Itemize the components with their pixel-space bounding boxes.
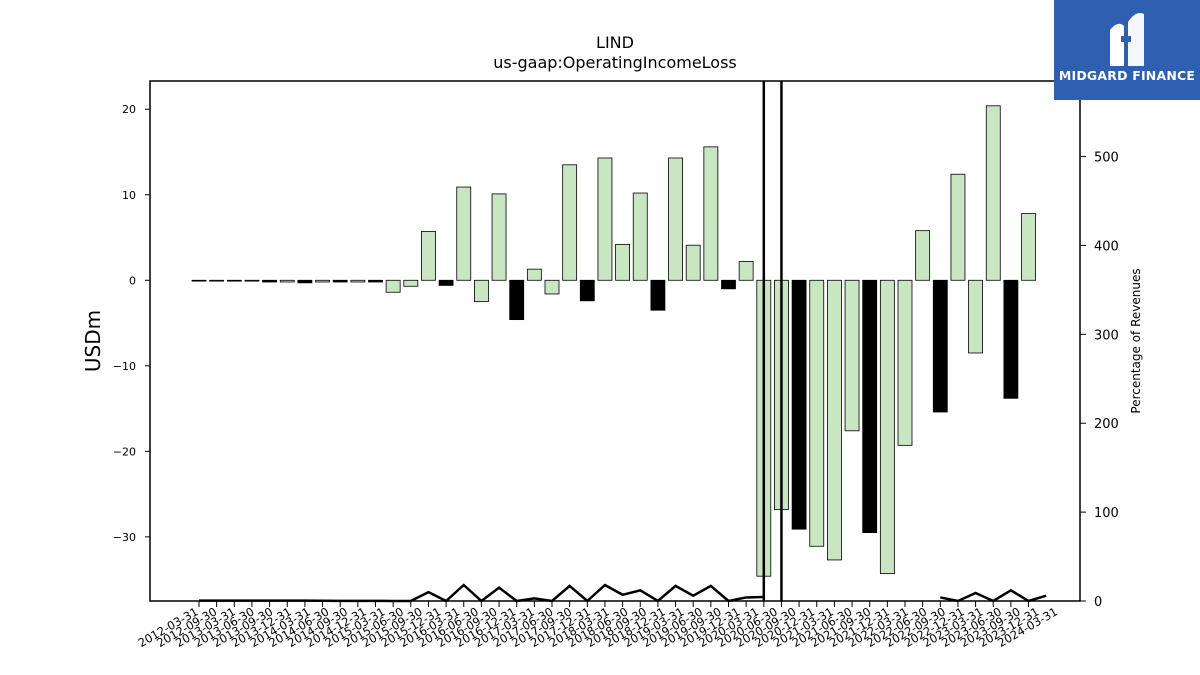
bar <box>191 279 207 282</box>
bar <box>244 279 260 282</box>
bar <box>862 279 878 533</box>
y2-tick-label: 300 <box>1094 328 1119 343</box>
bar <box>879 279 895 575</box>
bar <box>668 157 683 281</box>
bar <box>827 279 842 561</box>
bar <box>985 105 1001 281</box>
y-axis-label: USDm <box>81 310 105 372</box>
bar <box>579 279 595 302</box>
y2-axis-label: Percentage of Revenues <box>1129 268 1143 413</box>
bar <box>562 164 578 281</box>
bar <box>1021 213 1036 281</box>
bar <box>421 231 436 281</box>
bar <box>491 193 507 281</box>
bar <box>544 279 560 295</box>
bar <box>721 279 736 290</box>
brand-name: MIDGARD FINANCE <box>1058 68 1196 83</box>
y-tick-label: 0 <box>129 274 136 287</box>
bar <box>279 279 295 283</box>
x-axis-ticks: 2012-03-312012-09-302013-03-312013-06-30… <box>136 601 1060 650</box>
y2-tick-label: 400 <box>1094 239 1119 254</box>
bar <box>368 279 383 283</box>
bar <box>385 279 401 293</box>
bar <box>932 279 948 413</box>
y2-tick-label: 100 <box>1094 506 1119 521</box>
bar <box>315 279 330 283</box>
plot-frame <box>149 80 1081 602</box>
bar <box>473 279 489 303</box>
bar <box>915 230 931 281</box>
bar <box>791 279 807 530</box>
y-tick-label: 10 <box>122 189 136 202</box>
bar <box>1003 279 1019 399</box>
bar <box>332 279 348 283</box>
y-tick-label: −20 <box>113 445 136 458</box>
y2-tick-label: 500 <box>1094 151 1119 166</box>
bar <box>509 279 525 321</box>
y-tick-label: 20 <box>122 103 136 116</box>
line-segment <box>199 583 747 603</box>
bar <box>844 279 860 432</box>
y-axis-ticks: 20 10 0 −10 −20 −30 <box>113 103 150 544</box>
y2-tick-label: 200 <box>1094 417 1119 432</box>
bar <box>526 268 542 281</box>
bar <box>615 243 630 281</box>
bar <box>226 279 242 282</box>
bar <box>456 186 472 281</box>
bar <box>685 244 701 281</box>
bar <box>809 279 825 547</box>
bar <box>597 157 613 281</box>
bar <box>950 173 966 281</box>
bar <box>650 279 666 311</box>
bar <box>262 279 278 283</box>
midgard-logo-icon <box>1110 13 1144 66</box>
line-series <box>199 81 1047 603</box>
bar <box>350 279 366 283</box>
line-segment <box>940 588 1047 603</box>
y-tick-label: −30 <box>113 531 136 544</box>
bar <box>632 192 648 281</box>
bar <box>403 279 419 287</box>
y2-axis-ticks: 0 100 200 300 400 500 <box>1080 151 1119 610</box>
bar <box>968 279 983 354</box>
bar <box>438 279 454 286</box>
y2-tick-label: 0 <box>1094 595 1102 610</box>
bar <box>297 279 313 284</box>
bar <box>738 261 754 281</box>
y-tick-label: −10 <box>113 360 136 373</box>
chart-subtitle: us-gaap:OperatingIncomeLoss <box>493 53 737 72</box>
bar <box>897 279 913 446</box>
bar-group <box>191 105 1036 577</box>
chart-title: LIND <box>596 33 634 52</box>
bar <box>703 146 719 281</box>
bar <box>209 279 225 282</box>
brand-logo: MIDGARD FINANCE <box>1054 0 1200 100</box>
